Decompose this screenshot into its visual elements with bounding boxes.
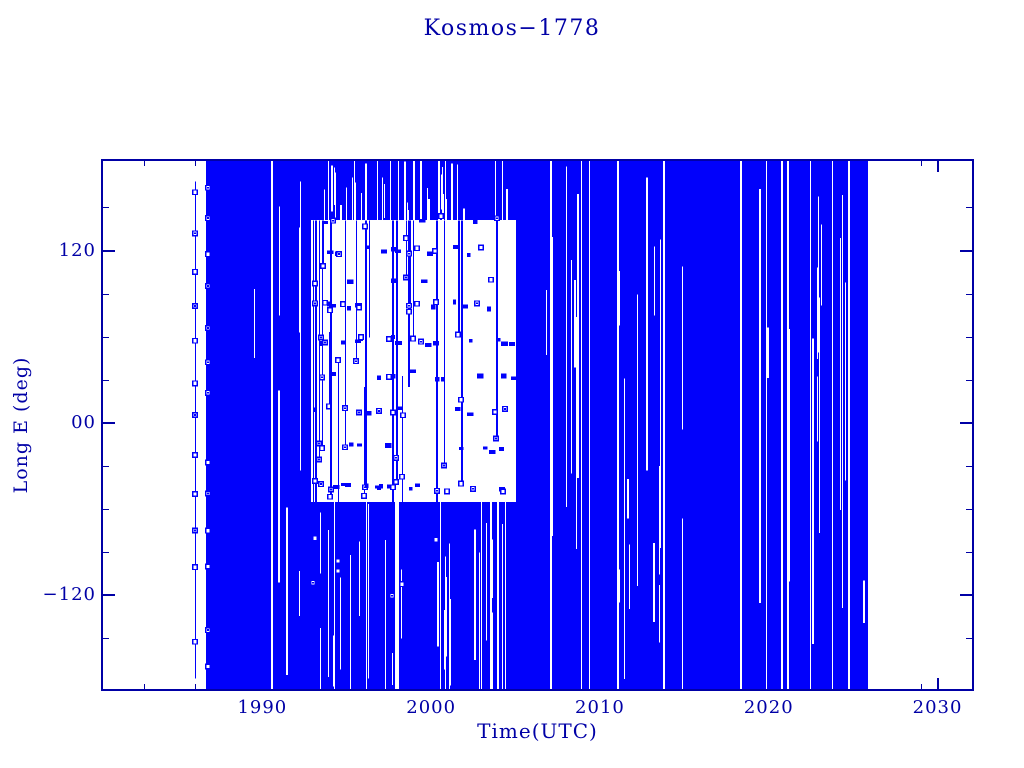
- x-tick-label: 2000: [406, 697, 457, 718]
- x-axis-title: Time(UTC): [477, 719, 598, 743]
- x-tick-label: 2020: [743, 697, 794, 718]
- x-tick-label: 2030: [912, 697, 963, 718]
- y-tick-label: 00: [71, 411, 96, 433]
- y-tick-label: 120: [58, 239, 96, 261]
- x-tick-label: 1990: [237, 697, 288, 718]
- y-tick-label: −120: [42, 584, 96, 606]
- x-tick-label: 2010: [575, 697, 625, 718]
- chart-title: Kosmos−1778: [423, 16, 601, 41]
